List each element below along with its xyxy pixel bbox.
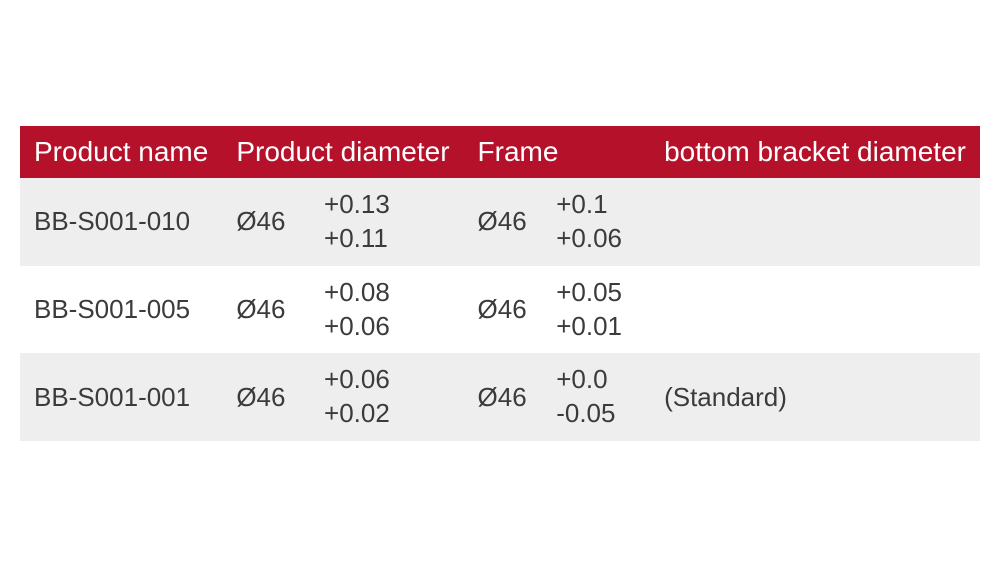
tol-lower: +0.01 xyxy=(556,310,636,344)
header-row: Product name Product diameter Frame bott… xyxy=(20,126,980,178)
cell-name: BB-S001-010 xyxy=(20,178,222,266)
cell-bb-tolerance: +0.05 +0.01 xyxy=(542,266,650,354)
cell-bb-tolerance: +0.0 -0.05 xyxy=(542,353,650,441)
table-row: BB-S001-005 Ø46 +0.08 +0.06 Ø46 +0.05 +0… xyxy=(20,266,980,354)
col-product-diameter: Product diameter xyxy=(222,126,463,178)
spec-table-container: Product name Product diameter Frame bott… xyxy=(20,126,980,441)
col-product-name: Product name xyxy=(20,126,222,178)
cell-note xyxy=(650,178,980,266)
col-frame: Frame xyxy=(464,126,651,178)
cell-product-diameter: Ø46 xyxy=(222,353,310,441)
tol-upper: +0.05 xyxy=(556,276,636,310)
table-row: BB-S001-010 Ø46 +0.13 +0.11 Ø46 +0.1 +0.… xyxy=(20,178,980,266)
tol-upper: +0.0 xyxy=(556,363,636,397)
tol-upper: +0.06 xyxy=(324,363,450,397)
tol-upper: +0.08 xyxy=(324,276,450,310)
cell-frame-diameter: Ø46 xyxy=(464,353,543,441)
tol-lower: +0.06 xyxy=(324,310,450,344)
spec-table: Product name Product diameter Frame bott… xyxy=(20,126,980,441)
cell-product-diameter: Ø46 xyxy=(222,178,310,266)
cell-frame-diameter: Ø46 xyxy=(464,266,543,354)
cell-product-tolerance: +0.08 +0.06 xyxy=(310,266,464,354)
cell-name: BB-S001-005 xyxy=(20,266,222,354)
cell-product-diameter: Ø46 xyxy=(222,266,310,354)
cell-product-tolerance: +0.06 +0.02 xyxy=(310,353,464,441)
tol-lower: +0.06 xyxy=(556,222,636,256)
tol-upper: +0.1 xyxy=(556,188,636,222)
table-row: BB-S001-001 Ø46 +0.06 +0.02 Ø46 +0.0 -0.… xyxy=(20,353,980,441)
cell-note xyxy=(650,266,980,354)
tol-lower: -0.05 xyxy=(556,397,636,431)
tol-lower: +0.11 xyxy=(324,222,450,256)
cell-frame-diameter: Ø46 xyxy=(464,178,543,266)
cell-product-tolerance: +0.13 +0.11 xyxy=(310,178,464,266)
cell-name: BB-S001-001 xyxy=(20,353,222,441)
tol-upper: +0.13 xyxy=(324,188,450,222)
col-bottom-bracket: bottom bracket diameter xyxy=(650,126,980,178)
cell-bb-tolerance: +0.1 +0.06 xyxy=(542,178,650,266)
cell-note: (Standard) xyxy=(650,353,980,441)
tol-lower: +0.02 xyxy=(324,397,450,431)
